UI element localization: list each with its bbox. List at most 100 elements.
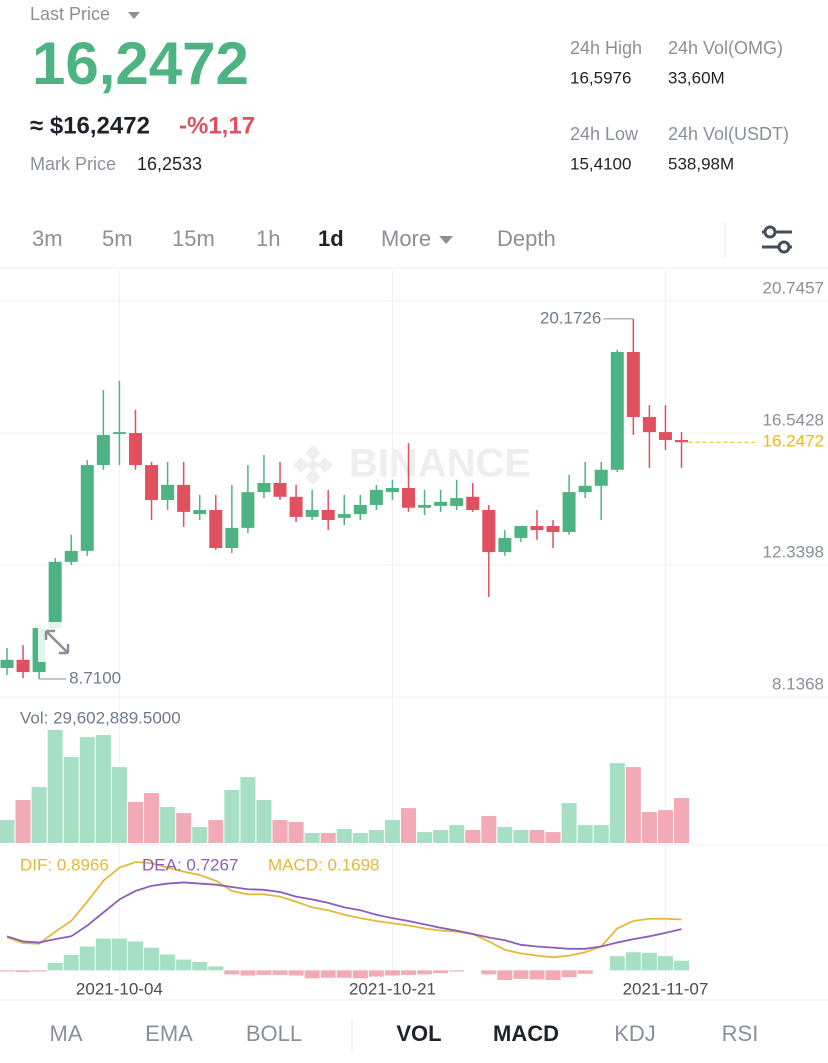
indicator-label: DIF: 0.8966 xyxy=(20,855,109,874)
dropdown-arrow[interactable] xyxy=(439,236,454,244)
volume-bar xyxy=(47,730,63,843)
y-tick-label: 16.5428 xyxy=(763,410,824,429)
candle-body xyxy=(562,492,576,532)
macd-bar xyxy=(417,970,433,975)
macd-bar xyxy=(625,952,641,971)
candle-body xyxy=(112,432,126,434)
macd-bar xyxy=(208,966,224,971)
macd-bar xyxy=(224,970,240,975)
candle-body xyxy=(0,659,14,668)
macd-bar xyxy=(63,955,79,971)
volume-bar xyxy=(176,813,192,843)
macd-bar xyxy=(641,952,657,971)
candle-body xyxy=(610,351,624,470)
volume-bar xyxy=(384,820,400,843)
indicator-tab[interactable]: MA xyxy=(50,1021,83,1046)
timeframe-tab[interactable]: 1d xyxy=(318,226,344,251)
volume-bar xyxy=(31,787,47,843)
volume-bar xyxy=(240,777,256,843)
last-price-box xyxy=(755,430,828,455)
mark-price: 16,2533 xyxy=(137,154,202,174)
indicator-tab[interactable]: VOL xyxy=(396,1021,441,1046)
candle-body xyxy=(48,561,62,629)
indicator-tab[interactable]: BOLL xyxy=(246,1021,302,1046)
high-annotation: 20.1726 xyxy=(540,308,601,327)
stat-label: 24h Low xyxy=(570,124,639,144)
volume-bar xyxy=(0,820,15,843)
macd-bar xyxy=(529,970,545,980)
volume-bar xyxy=(545,832,561,843)
macd-bar xyxy=(336,970,352,978)
volume-bar xyxy=(529,829,545,843)
macd-bar xyxy=(433,970,449,974)
fullscreen-button[interactable] xyxy=(38,622,76,662)
macd-bar xyxy=(0,970,15,972)
candle-body xyxy=(225,527,239,549)
candle-body xyxy=(578,485,592,493)
volume-bar xyxy=(352,832,368,843)
timeframe-tab[interactable]: 15m xyxy=(172,226,215,251)
macd-bar xyxy=(79,946,95,971)
indicator-tab[interactable]: MACD xyxy=(493,1021,559,1046)
candle-body xyxy=(273,482,287,497)
chart-area: 20.7457 16.5428 12.3398 8.1368 2021-10-04 202… xyxy=(0,270,828,998)
indicator-label: MACD: 0.1698 xyxy=(268,855,380,874)
volume-bar xyxy=(224,789,240,843)
timeframe-tab[interactable]: 5m xyxy=(102,226,133,251)
dropdown-arrow[interactable] xyxy=(128,12,140,19)
candle-body xyxy=(626,351,640,418)
timeframe-tab[interactable]: More xyxy=(381,226,431,251)
candle-body xyxy=(466,496,480,510)
candle-body xyxy=(498,537,512,553)
candle-body xyxy=(16,659,30,673)
volume-bar xyxy=(208,820,224,843)
indicator-tab[interactable]: KDJ xyxy=(614,1021,656,1046)
macd-bar xyxy=(545,970,561,980)
macd-bar xyxy=(288,970,304,976)
volume-bar xyxy=(481,815,497,843)
timeframe-tab[interactable]: 3m xyxy=(32,226,63,251)
macd-bar xyxy=(160,954,176,971)
volume-bar xyxy=(561,803,577,843)
macd-bar xyxy=(15,970,31,973)
volume-bar xyxy=(272,820,288,843)
indicator-tab[interactable]: EMA xyxy=(145,1021,193,1046)
volume-bar xyxy=(288,822,304,843)
low-annotation: 8.7100 xyxy=(69,668,121,687)
volume-bar xyxy=(577,825,593,843)
settings-icon[interactable] xyxy=(762,225,792,254)
indicator-label: DEA: 0.7267 xyxy=(142,855,238,874)
volume-bar xyxy=(192,827,208,843)
last-price-label[interactable]: Last Price xyxy=(30,4,110,24)
volume-bar xyxy=(465,829,481,843)
stat-value: 16,5976 xyxy=(570,68,631,87)
macd-bar xyxy=(674,960,690,971)
timeframe-tab[interactable]: 1h xyxy=(256,226,280,251)
candle-body xyxy=(530,526,544,531)
volume-bar xyxy=(144,793,160,843)
candle-body xyxy=(145,465,159,500)
candle-body xyxy=(96,434,110,466)
candle-body xyxy=(161,484,175,500)
volume-bar xyxy=(304,832,320,843)
macd-bar xyxy=(304,970,320,979)
macd-bar xyxy=(384,970,400,976)
volume-bar xyxy=(79,737,95,843)
timeframe-tab[interactable]: Depth xyxy=(497,226,556,251)
mark-price-label: Mark Price xyxy=(30,154,116,174)
stat-label: 24h Vol(OMG) xyxy=(668,38,783,58)
indicator-line xyxy=(6,881,682,950)
candle-body xyxy=(658,432,672,440)
indicator-tab[interactable]: RSI xyxy=(722,1021,759,1046)
candle-body xyxy=(450,498,464,506)
candle-body xyxy=(257,482,271,493)
volume-bar xyxy=(593,825,609,843)
stat-label: 24h High xyxy=(570,38,642,58)
macd-bar xyxy=(657,956,673,971)
candle-body xyxy=(675,439,689,443)
volume-bar xyxy=(497,827,513,843)
macd-bar xyxy=(352,970,368,979)
volume-bar xyxy=(513,829,529,843)
usd-price: ≈ $16,2472 xyxy=(30,112,150,139)
